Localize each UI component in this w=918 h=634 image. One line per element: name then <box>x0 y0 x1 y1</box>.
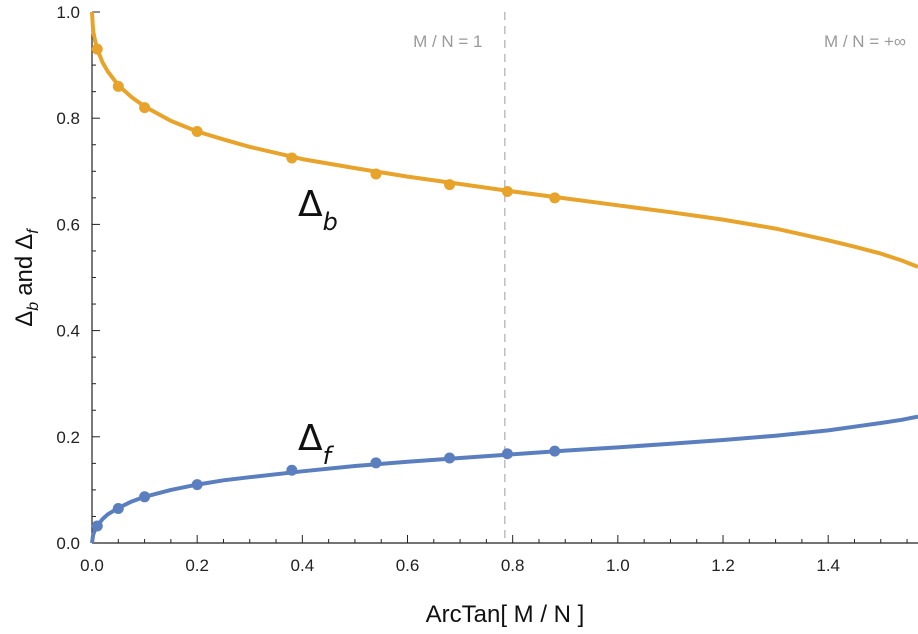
series <box>90 11 918 544</box>
reference-line-label: M / N = 1 <box>413 32 482 51</box>
data-point <box>112 502 124 514</box>
data-point <box>549 192 561 204</box>
x-tick-label: 0.6 <box>396 556 420 575</box>
y-ticks: 0.0 0.2 0.4 0.6 0.8 1.0 <box>56 3 100 553</box>
axes: 0.0 0.2 0.4 0.6 0.8 1.0 1.2 1.4 0.0 0.2 0.4 0.6 0.8… <box>56 3 918 575</box>
x-tick-label: 1.2 <box>711 556 735 575</box>
data-point <box>286 464 298 476</box>
y-tick-label: 0.0 <box>56 534 80 553</box>
data-point <box>286 152 298 164</box>
data-point <box>112 80 124 92</box>
data-point <box>91 520 103 532</box>
y-axis-title: ΔbandΔf <box>11 228 42 327</box>
data-point <box>501 448 513 460</box>
y-tick-label: 0.2 <box>56 428 80 447</box>
x-tick-label: 0.2 <box>185 556 209 575</box>
x-ticks: 0.0 0.2 0.4 0.6 0.8 1.0 1.2 1.4 <box>80 535 908 575</box>
x-tick-label: 1.4 <box>816 556 840 575</box>
data-point <box>370 457 382 469</box>
data-point <box>139 102 151 114</box>
x-axis-title: ArcTan[ M / N ] <box>426 601 585 628</box>
series-label-delta-b: Δb <box>298 184 338 236</box>
y-tick-label: 0.8 <box>56 109 80 128</box>
x-tick-label: 1.0 <box>606 556 630 575</box>
y-tick-label: 0.4 <box>56 322 80 341</box>
data-point <box>191 479 203 491</box>
data-point <box>444 452 456 464</box>
x-tick-label: 0.4 <box>291 556 315 575</box>
data-point <box>549 445 561 457</box>
data-point <box>370 168 382 180</box>
y-tick-label: 0.6 <box>56 215 80 234</box>
series-line-delta-f <box>90 414 918 544</box>
x-tick-label: 0.8 <box>501 556 525 575</box>
x-tick-label: 0.0 <box>80 556 104 575</box>
series-line-delta-b <box>90 11 918 269</box>
data-point <box>501 185 513 197</box>
data-point <box>139 491 151 503</box>
series-label-delta-f: Δf <box>298 418 335 470</box>
data-point <box>444 179 456 191</box>
y-tick-label: 1.0 <box>56 3 80 22</box>
data-point <box>191 125 203 137</box>
data-point <box>91 43 103 55</box>
infinity-annotation: M / N = +∞ <box>824 32 906 51</box>
